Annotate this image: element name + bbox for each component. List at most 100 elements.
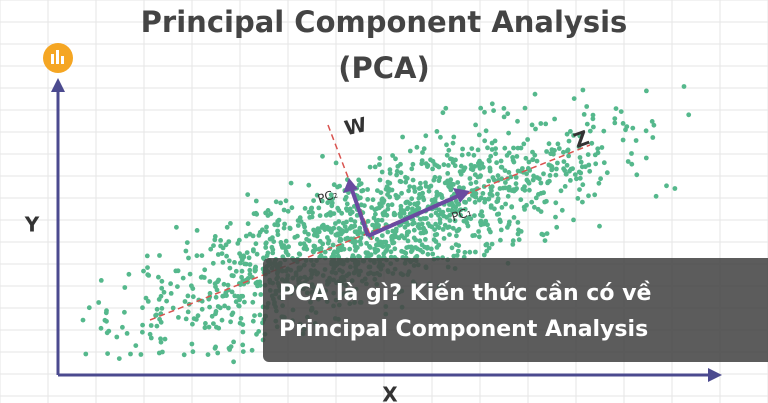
scatter-dot bbox=[154, 306, 160, 312]
scatter-dot bbox=[160, 349, 165, 355]
scatter-dot bbox=[232, 260, 237, 265]
scatter-dot bbox=[329, 203, 335, 209]
scatter-dot bbox=[618, 109, 624, 114]
scatter-dot bbox=[330, 242, 336, 248]
scatter-dot bbox=[126, 271, 132, 277]
scatter-dot bbox=[98, 278, 104, 283]
scatter-dot bbox=[445, 178, 450, 184]
scatter-dot bbox=[436, 242, 442, 248]
scatter-dot bbox=[467, 176, 473, 181]
scatter-dot bbox=[392, 246, 398, 252]
scatter-dot bbox=[643, 155, 649, 161]
scatter-dot bbox=[495, 191, 500, 197]
scatter-dot bbox=[168, 291, 174, 296]
scatter-dot bbox=[593, 161, 599, 167]
scatter-dot bbox=[186, 255, 191, 261]
scatter-dot bbox=[540, 232, 546, 238]
scatter-dot bbox=[156, 297, 162, 302]
scatter-dot bbox=[253, 241, 259, 247]
scatter-dot bbox=[306, 209, 312, 215]
scatter-dot bbox=[536, 192, 541, 197]
scatter-dot bbox=[478, 105, 484, 111]
scatter-dot bbox=[176, 315, 181, 320]
scatter-dot bbox=[159, 278, 165, 284]
scatter-dot bbox=[423, 161, 429, 167]
scatter-dot bbox=[276, 217, 282, 223]
scatter-dot bbox=[378, 190, 384, 196]
scatter-dot bbox=[233, 268, 239, 274]
scatter-dot bbox=[385, 229, 391, 235]
scatter-dot bbox=[532, 204, 537, 210]
scatter-dot bbox=[449, 245, 455, 251]
scatter-dot bbox=[446, 147, 452, 153]
scatter-dot bbox=[571, 217, 576, 223]
scatter-dot bbox=[386, 189, 391, 194]
scatter-dot bbox=[428, 213, 434, 218]
scatter-dot bbox=[228, 344, 234, 349]
scatter-dot bbox=[515, 231, 521, 237]
scatter-dot bbox=[207, 279, 213, 284]
scatter-dot bbox=[272, 222, 278, 228]
scatter-dot bbox=[394, 172, 399, 178]
scatter-dot bbox=[562, 184, 568, 189]
scatter-dot bbox=[505, 225, 510, 230]
scatter-dot bbox=[389, 202, 395, 208]
scatter-dot bbox=[441, 162, 447, 168]
scatter-dot bbox=[403, 250, 409, 256]
scatter-dot bbox=[436, 207, 442, 213]
scatter-dot bbox=[458, 207, 464, 213]
scatter-dot bbox=[568, 178, 573, 183]
scatter-dot bbox=[564, 162, 570, 168]
scatter-dot bbox=[413, 201, 419, 207]
scatter-dot bbox=[354, 229, 360, 235]
scatter-dot bbox=[479, 161, 485, 167]
scatter-dot bbox=[399, 248, 404, 254]
scatter-dot bbox=[316, 205, 322, 211]
scatter-dot bbox=[580, 199, 585, 205]
scatter-dot bbox=[440, 110, 446, 116]
scatter-dot bbox=[451, 209, 457, 215]
scatter-dot bbox=[140, 305, 145, 311]
scatter-dot bbox=[412, 189, 418, 194]
scatter-dot bbox=[187, 271, 193, 277]
scatter-dot bbox=[473, 122, 478, 128]
scatter-dot bbox=[411, 235, 417, 241]
scatter-dot bbox=[251, 248, 256, 254]
scatter-dot bbox=[664, 183, 669, 189]
scatter-dot bbox=[501, 106, 507, 111]
scatter-dot bbox=[653, 193, 659, 199]
scatter-dot bbox=[302, 229, 308, 235]
scatter-dot bbox=[417, 238, 423, 244]
scatter-dot bbox=[144, 253, 150, 259]
scatter-dot bbox=[561, 149, 566, 155]
scatter-dot bbox=[566, 153, 571, 159]
scatter-dot bbox=[514, 154, 520, 159]
scatter-dot bbox=[128, 351, 133, 357]
scatter-dot bbox=[336, 219, 342, 224]
scatter-dot bbox=[477, 166, 483, 171]
scatter-dot bbox=[438, 211, 444, 217]
scatter-dot bbox=[328, 210, 333, 215]
scatter-dot bbox=[214, 287, 220, 293]
scatter-dot bbox=[154, 312, 159, 318]
scatter-dot bbox=[364, 240, 369, 246]
scatter-dot bbox=[379, 203, 384, 209]
scatter-dot bbox=[360, 188, 366, 193]
scatter-dot bbox=[466, 197, 472, 202]
scatter-dot bbox=[634, 172, 640, 178]
scatter-dot bbox=[409, 196, 415, 202]
scatter-dot bbox=[122, 309, 127, 315]
scatter-dot bbox=[379, 233, 385, 239]
scatter-dot bbox=[458, 171, 464, 177]
scatter-dot bbox=[83, 351, 89, 357]
scatter-dot bbox=[544, 198, 549, 204]
x-label: X bbox=[382, 383, 398, 403]
scatter-dot bbox=[601, 160, 607, 166]
scatter-dot bbox=[229, 273, 235, 278]
scatter-dot bbox=[510, 155, 515, 160]
scatter-dot bbox=[373, 218, 379, 224]
scatter-dot bbox=[419, 158, 425, 164]
scatter-dot bbox=[399, 190, 404, 196]
scatter-dot bbox=[344, 206, 349, 212]
scatter-dot bbox=[379, 197, 385, 203]
